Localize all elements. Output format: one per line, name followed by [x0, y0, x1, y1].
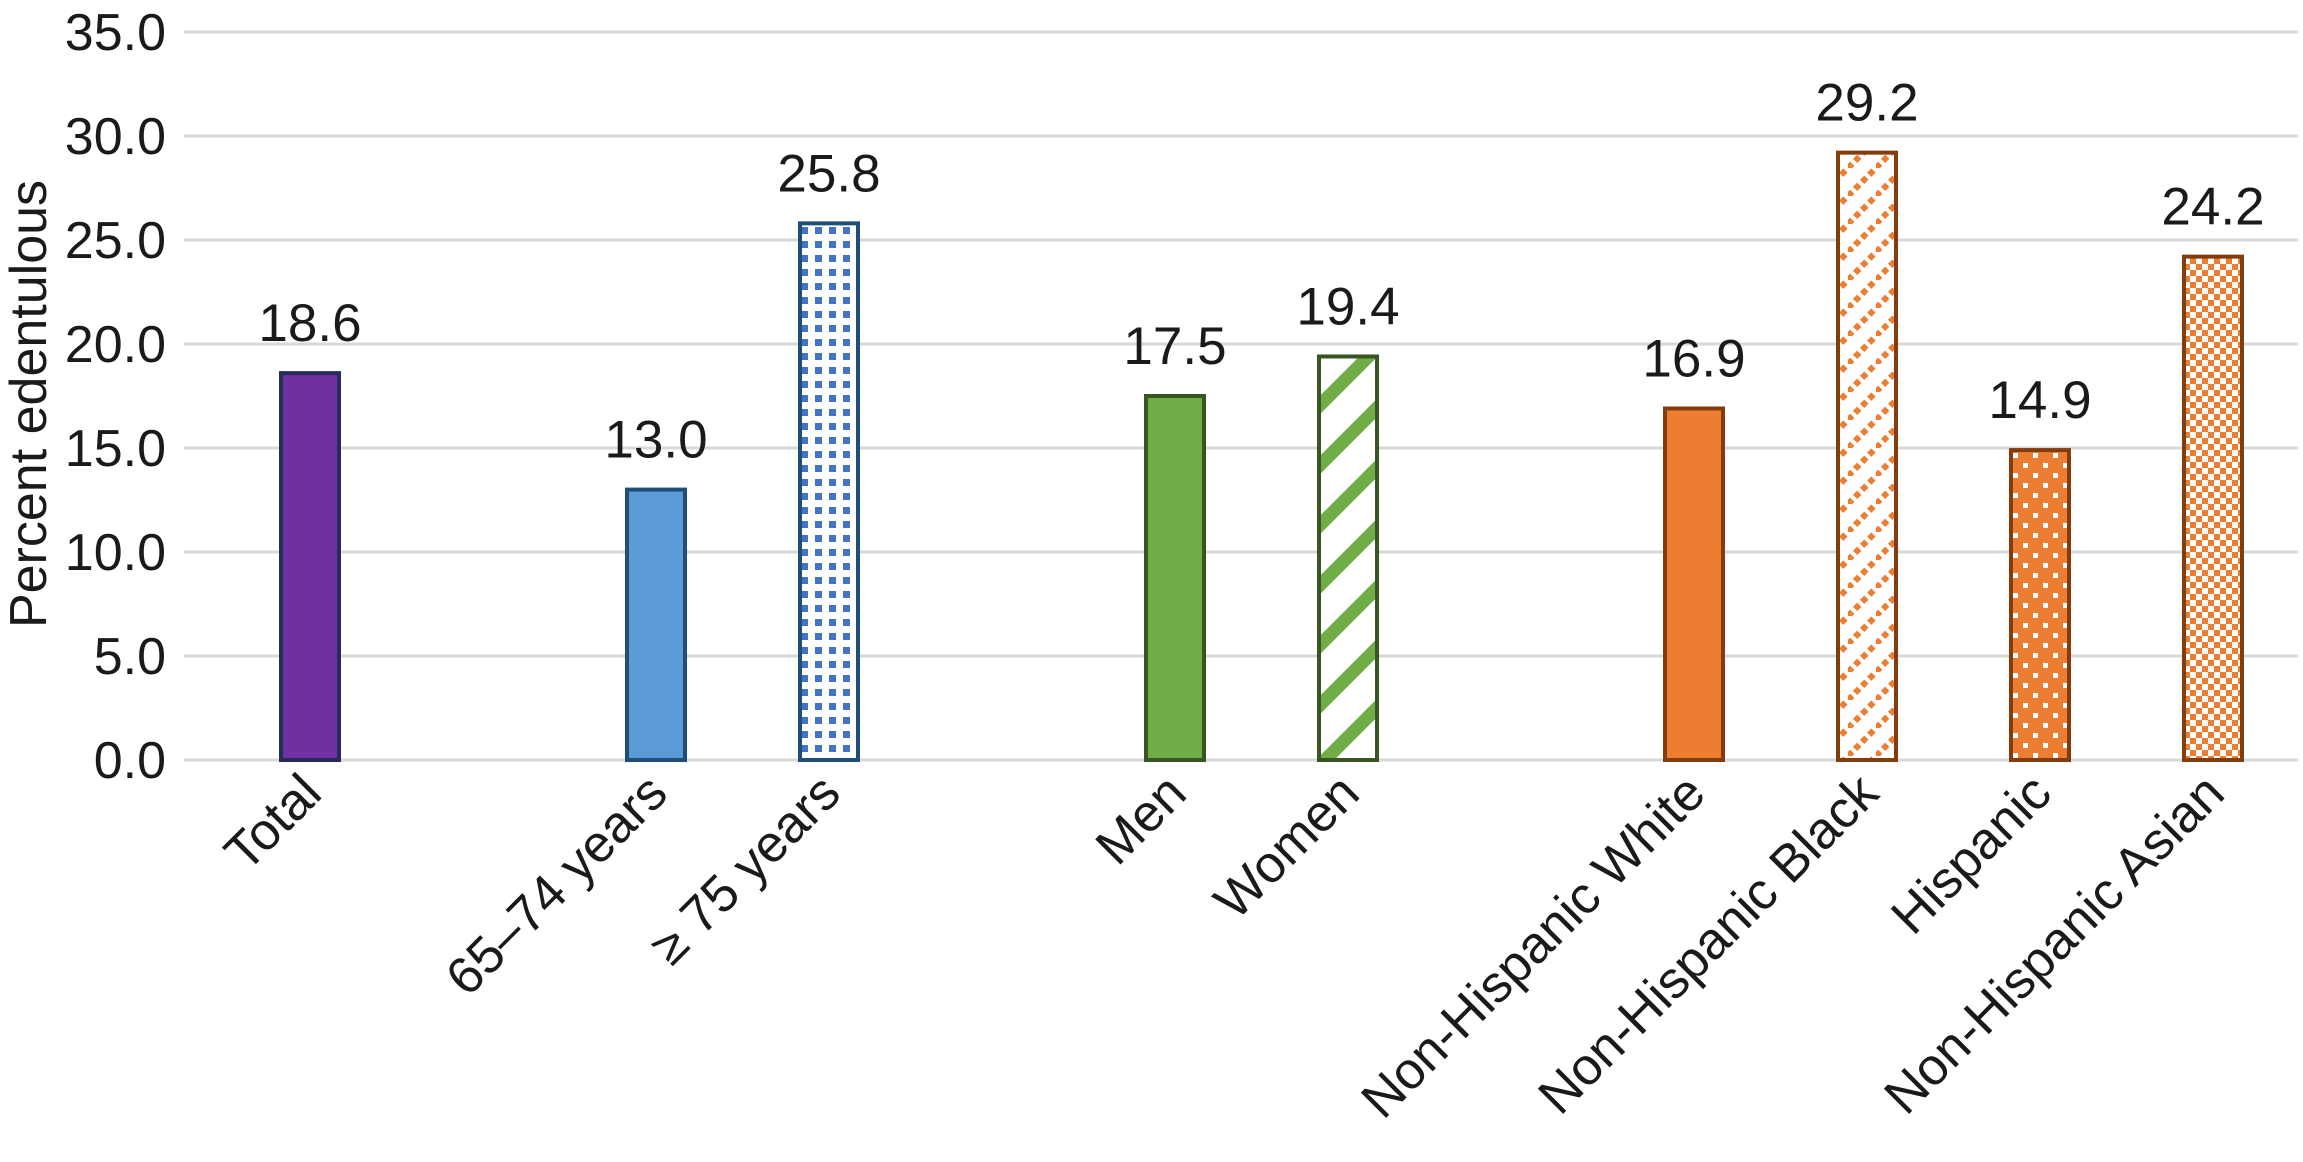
bar — [1317, 354, 1379, 762]
y-tick-label: 0.0 — [94, 732, 166, 790]
bar — [279, 371, 341, 762]
bar — [1663, 406, 1725, 762]
y-tick-label: 10.0 — [65, 524, 166, 582]
x-tick-label: Total — [214, 763, 333, 882]
data-label: 17.5 — [1123, 317, 1226, 376]
data-label: 16.9 — [1642, 329, 1745, 388]
x-axis-labels: Total 65–74 years≥ 75 years Men WomenNon-Hi… — [214, 763, 2236, 1130]
x-tick-label: Non-Hispanic Black — [1528, 763, 1891, 1126]
x-tick-label: Hispanic — [1880, 763, 2062, 945]
bar — [625, 487, 687, 762]
y-axis-ticks: 0.0 5.0 10.0 15.0 20.0 25.0 30.0 35.0 — [65, 4, 166, 790]
x-tick-label: ≥ 75 years — [639, 763, 851, 975]
data-label: 25.8 — [777, 144, 880, 203]
gridlines — [184, 30, 2298, 762]
data-label: 19.4 — [1296, 277, 1399, 336]
y-tick-label: 35.0 — [65, 4, 166, 62]
x-tick-label: Men — [1085, 763, 1198, 876]
y-tick-label: 20.0 — [65, 316, 166, 374]
data-label: 24.2 — [2161, 178, 2264, 237]
x-tick-label: Non-Hispanic Asian — [1874, 763, 2236, 1125]
bars: 18.6 13.0 25.8 17.5 19.4 16.9 29.2 14.9 24.2 — [258, 74, 2265, 763]
data-label: 18.6 — [258, 294, 361, 353]
x-tick-label: Women — [1203, 763, 1370, 930]
bar — [1144, 394, 1206, 762]
y-tick-label: 15.0 — [65, 420, 166, 478]
y-tick-label: 30.0 — [65, 108, 166, 166]
y-axis-title: Percent edentulous — [0, 180, 58, 628]
data-label: 14.9 — [1988, 371, 2091, 430]
y-tick-label: 25.0 — [65, 212, 166, 270]
bar — [2182, 254, 2244, 762]
x-tick-label: 65–74 years — [435, 763, 678, 1006]
bar — [2009, 448, 2071, 762]
bar — [1836, 150, 1898, 762]
data-label: 13.0 — [604, 411, 707, 470]
bar — [798, 221, 860, 763]
x-tick-label: Non-Hispanic White — [1351, 763, 1717, 1129]
y-tick-label: 5.0 — [94, 628, 166, 686]
data-label: 29.2 — [1815, 74, 1918, 133]
